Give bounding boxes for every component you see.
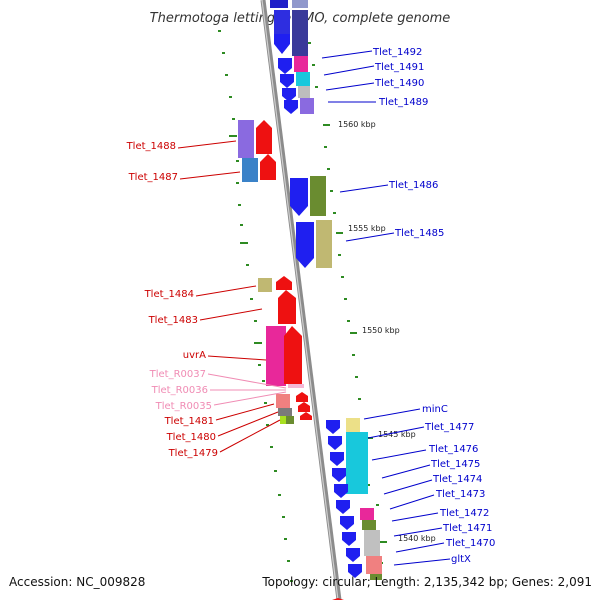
- feature-block[interactable]: [300, 412, 312, 420]
- feature-block[interactable]: [276, 394, 290, 408]
- feature-block[interactable]: [334, 484, 348, 498]
- reverse-gene-leaders: [177, 140, 281, 453]
- feature-block[interactable]: [292, 0, 308, 8]
- feature-block[interactable]: [346, 432, 368, 494]
- gene-label[interactable]: Tlet_1490: [374, 78, 424, 89]
- ruler-label: 1540 kbp: [398, 534, 436, 543]
- gene-label[interactable]: Tlet_1485: [394, 228, 444, 239]
- rna-gene-leaders: [207, 373, 287, 406]
- feature-block[interactable]: [328, 436, 342, 450]
- feature-block[interactable]: [360, 508, 374, 520]
- gene-label[interactable]: Tlet_R0036: [151, 385, 208, 396]
- feature-block[interactable]: [316, 220, 332, 268]
- feature-block[interactable]: [340, 516, 354, 530]
- feature-block[interactable]: [362, 520, 376, 530]
- feature-block[interactable]: [296, 392, 308, 402]
- feature-block[interactable]: [342, 532, 356, 546]
- feature-block[interactable]: [274, 34, 290, 54]
- gene-label[interactable]: Tlet_1477: [424, 422, 474, 433]
- gene-label[interactable]: Tlet_1486: [388, 180, 438, 191]
- genome-backbone: [260, 0, 342, 600]
- gene-label[interactable]: Tlet_1473: [435, 489, 485, 500]
- gene-label[interactable]: Tlet_1488: [126, 141, 176, 152]
- reverse-gene-names[interactable]: Tlet_1488 Tlet_1487 Tlet_1484 Tlet_1483 …: [126, 141, 218, 459]
- feature-block[interactable]: [260, 154, 276, 180]
- feature-block[interactable]: [280, 416, 286, 424]
- feature-block[interactable]: [282, 88, 296, 102]
- position-ruler: 1560 kbp 1555 kbp 1550 kbp 1545 kbp 1540…: [338, 120, 436, 543]
- feature-block[interactable]: [238, 120, 254, 158]
- feature-block[interactable]: [278, 58, 292, 74]
- ruler-label: 1560 kbp: [338, 120, 376, 129]
- feature-block[interactable]: [284, 100, 298, 114]
- accession-text: Accession: NC_009828: [9, 575, 145, 589]
- ruler-label: 1545 kbp: [378, 430, 416, 439]
- feature-block[interactable]: [280, 74, 294, 88]
- feature-block[interactable]: [336, 500, 350, 514]
- feature-block[interactable]: [370, 574, 382, 580]
- forward-gene-names[interactable]: Tlet_1492 Tlet_1491 Tlet_1490 Tlet_1489 …: [372, 47, 495, 565]
- feature-block[interactable]: [278, 290, 296, 324]
- reverse-strand-features[interactable]: [238, 120, 344, 600]
- feature-block[interactable]: [276, 276, 292, 290]
- feature-block[interactable]: [330, 452, 344, 466]
- outer-tick-track: [305, 20, 387, 564]
- feature-block[interactable]: [310, 176, 326, 216]
- gene-label[interactable]: uvrA: [183, 350, 206, 361]
- feature-block[interactable]: [348, 564, 362, 578]
- gene-label[interactable]: Tlet_R0037: [149, 369, 206, 380]
- feature-block[interactable]: [296, 222, 314, 268]
- inner-tick-track: [218, 30, 293, 582]
- gene-label[interactable]: Tlet_1470: [445, 538, 495, 549]
- feature-block[interactable]: [298, 402, 310, 412]
- feature-block[interactable]: [256, 120, 272, 154]
- feature-block[interactable]: [346, 548, 360, 562]
- feature-block[interactable]: [332, 468, 346, 482]
- gene-label[interactable]: Tlet_1484: [144, 289, 194, 300]
- feature-block[interactable]: [242, 158, 258, 182]
- gene-label[interactable]: Tlet_1475: [430, 459, 480, 470]
- gene-label[interactable]: Tlet_1472: [439, 508, 489, 519]
- gene-label[interactable]: Tlet_1487: [128, 172, 178, 183]
- gene-label[interactable]: gltX: [451, 554, 471, 565]
- forward-strand-features[interactable]: [270, 0, 382, 580]
- feature-block[interactable]: [286, 416, 294, 424]
- feature-block[interactable]: [270, 0, 288, 8]
- gene-label[interactable]: Tlet_1476: [428, 444, 478, 455]
- feature-block[interactable]: [366, 556, 382, 574]
- feature-block[interactable]: [278, 408, 292, 416]
- feature-block[interactable]: [346, 418, 360, 432]
- gene-label[interactable]: Tlet_1474: [432, 474, 482, 485]
- gene-label[interactable]: Tlet_1492: [372, 47, 422, 58]
- feature-block[interactable]: [258, 278, 272, 292]
- ruler-label: 1550 kbp: [362, 326, 400, 335]
- rna-gene-names[interactable]: Tlet_R0037 Tlet_R0036 Tlet_R0035: [149, 369, 212, 412]
- gene-label[interactable]: Tlet_1491: [374, 62, 424, 73]
- gene-label[interactable]: Tlet_1489: [378, 97, 428, 108]
- feature-block[interactable]: [284, 326, 302, 384]
- ruler-label: 1555 kbp: [348, 224, 386, 233]
- feature-block[interactable]: [326, 420, 340, 434]
- gene-label[interactable]: Tlet_1483: [148, 315, 198, 326]
- gene-label[interactable]: Tlet_1479: [168, 448, 218, 459]
- forward-gene-labels[interactable]: [321, 50, 451, 566]
- gene-label[interactable]: Tlet_1471: [442, 523, 492, 534]
- genome-summary-text: Topology: circular; Length: 2,135,342 bp…: [261, 575, 592, 589]
- feature-block[interactable]: [300, 98, 314, 114]
- feature-block[interactable]: [274, 10, 290, 34]
- gene-label[interactable]: Tlet_1480: [166, 432, 216, 443]
- feature-block[interactable]: [290, 178, 308, 216]
- gene-label[interactable]: minC: [422, 404, 448, 415]
- gene-label[interactable]: Tlet_1481: [164, 416, 214, 427]
- feature-block[interactable]: [364, 530, 380, 556]
- feature-block[interactable]: [296, 72, 310, 86]
- feature-block[interactable]: [288, 384, 304, 388]
- feature-block[interactable]: [294, 56, 308, 72]
- feature-block[interactable]: [266, 326, 286, 386]
- feature-block[interactable]: [292, 10, 308, 56]
- feature-block[interactable]: [298, 86, 310, 98]
- gene-label[interactable]: Tlet_R0035: [155, 401, 212, 412]
